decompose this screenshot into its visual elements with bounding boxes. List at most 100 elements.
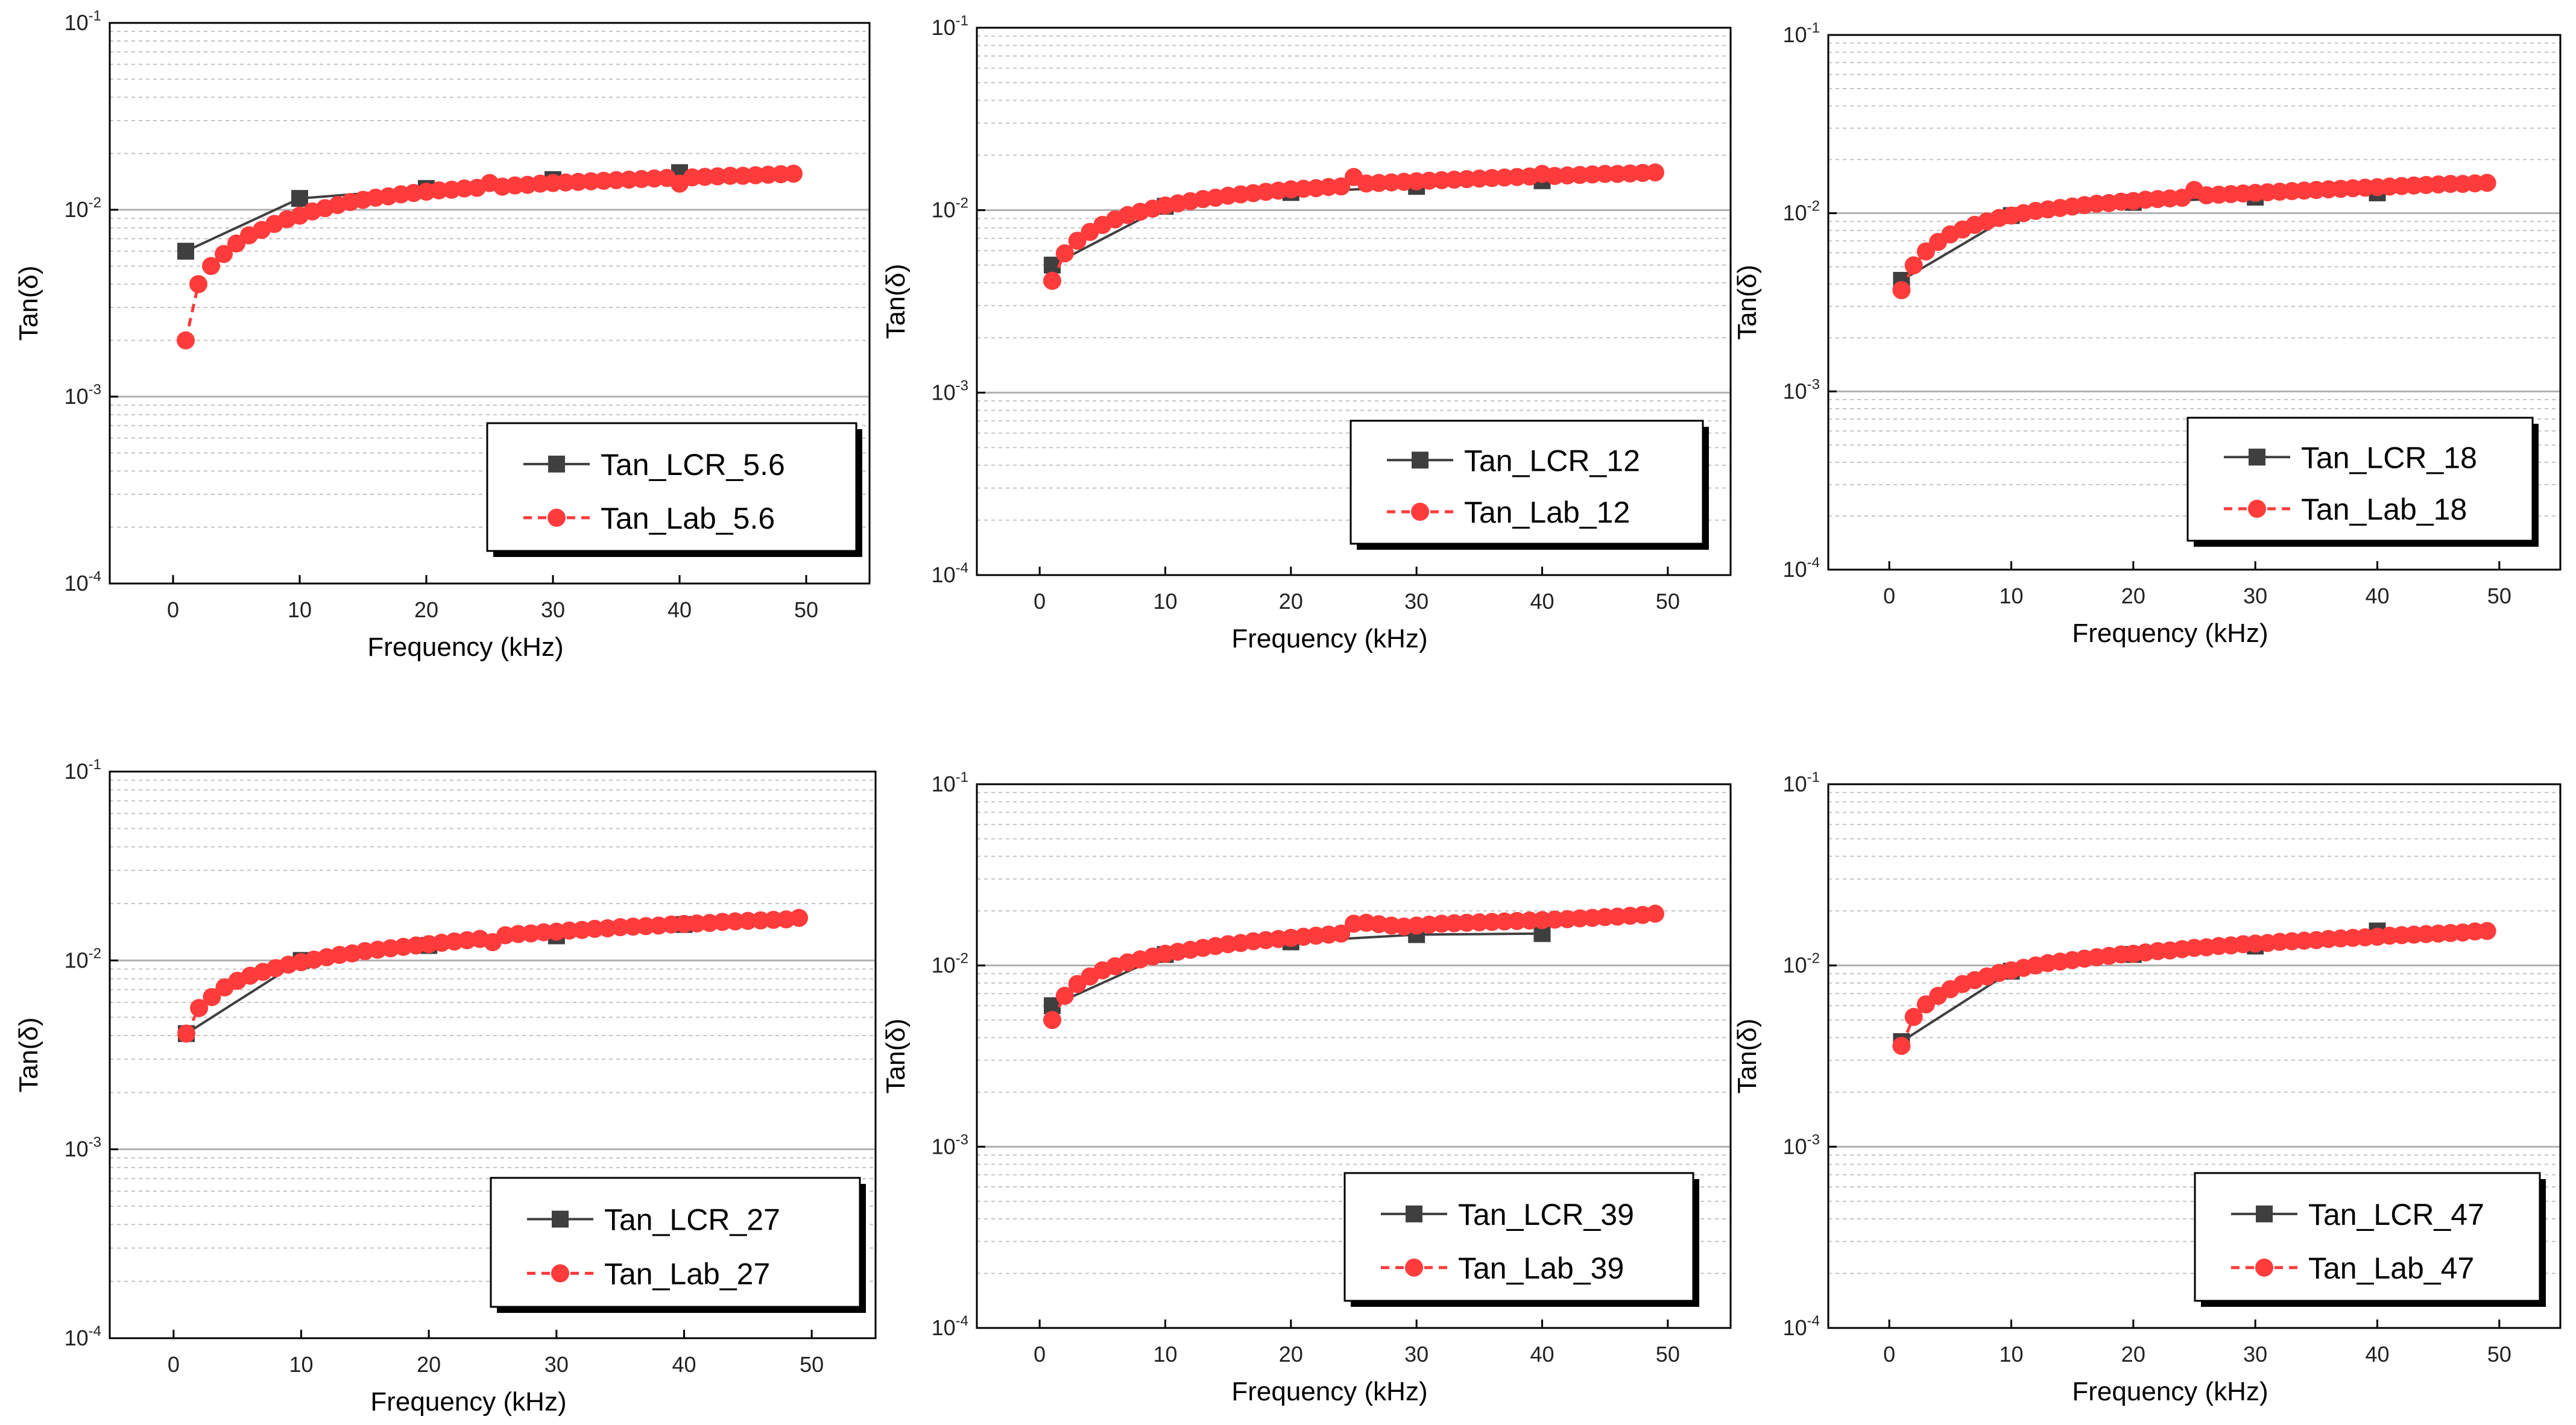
point-lab bbox=[1332, 924, 1351, 943]
legend-label-lab: Tan_Lab_27 bbox=[604, 1257, 770, 1291]
point-lab bbox=[177, 331, 195, 350]
legend-box bbox=[486, 422, 857, 552]
x-tick-label: 0 bbox=[1034, 589, 1046, 614]
y-tick-exponent: -3 bbox=[89, 1134, 101, 1151]
legend: Tan_LCR_39 Tan_Lab_39 bbox=[1343, 1172, 1699, 1307]
x-tick-label: 10 bbox=[1999, 584, 2023, 608]
y-tick-label: 10-1 bbox=[1783, 20, 1820, 47]
point-lab bbox=[1055, 244, 1074, 263]
point-lab bbox=[726, 912, 745, 931]
y-tick-label: 10-4 bbox=[65, 1323, 101, 1350]
point-lab bbox=[784, 165, 803, 183]
plot-frame bbox=[1827, 34, 2562, 571]
x-tick-label: 40 bbox=[672, 1352, 696, 1377]
y-tick-base: 10 bbox=[932, 380, 956, 404]
y-tick-base: 10 bbox=[65, 571, 89, 596]
y-tick-base: 10 bbox=[65, 10, 89, 35]
x-tick-label: 50 bbox=[1656, 1342, 1680, 1367]
x-tick-label: 0 bbox=[1883, 1342, 1895, 1367]
plot-frame bbox=[109, 770, 877, 1339]
y-tick-label: 10-1 bbox=[932, 13, 968, 40]
legend: Tan_LCR_12 Tan_Lab_12 bbox=[1350, 420, 1709, 550]
legend-label-lab: Tan_Lab_47 bbox=[2308, 1251, 2474, 1285]
x-axis-label: Frequency (kHz) bbox=[367, 632, 563, 662]
y-tick-exponent: -1 bbox=[89, 757, 101, 773]
legend: Tan_LCR_5.6 Tan_Lab_5.6 bbox=[486, 422, 862, 557]
x-tick-label: 10 bbox=[1999, 1342, 2023, 1367]
legend-marker-lab bbox=[1405, 1258, 1423, 1277]
y-tick-label: 10-4 bbox=[1783, 555, 1820, 582]
point-lab bbox=[1904, 256, 1923, 275]
y-tick-base: 10 bbox=[932, 1134, 956, 1159]
y-tick-exponent: -2 bbox=[956, 195, 968, 212]
y-tick-label: 10-4 bbox=[932, 560, 968, 587]
y-tick-exponent: -4 bbox=[1807, 555, 1820, 571]
point-lab bbox=[189, 275, 207, 294]
y-tick-base: 10 bbox=[1783, 22, 1807, 47]
x-tick-label: 20 bbox=[2121, 1342, 2145, 1367]
point-lab bbox=[1332, 177, 1351, 196]
point-lab bbox=[1055, 987, 1074, 1005]
point-lab bbox=[1646, 163, 1664, 182]
x-tick-label: 40 bbox=[668, 597, 692, 622]
point-lab bbox=[607, 171, 625, 189]
y-tick-base: 10 bbox=[1783, 953, 1807, 978]
legend-label-lab: Tan_Lab_5.6 bbox=[601, 502, 775, 535]
y-tick-label: 10-1 bbox=[932, 769, 968, 796]
legend: Tan_LCR_18 Tan_Lab_18 bbox=[2186, 417, 2539, 547]
y-tick-label: 10-4 bbox=[65, 568, 101, 596]
x-tick-label: 20 bbox=[1279, 589, 1303, 614]
y-tick-base: 10 bbox=[65, 1137, 89, 1162]
y-tick-label: 10-3 bbox=[1783, 376, 1820, 403]
y-tick-exponent: -4 bbox=[956, 560, 968, 576]
x-tick-label: 10 bbox=[1153, 589, 1177, 614]
point-lab bbox=[177, 1024, 195, 1043]
point-lab bbox=[1646, 904, 1664, 923]
point-lab bbox=[215, 245, 233, 263]
x-axis-label: Frequency (kHz) bbox=[1231, 1377, 1427, 1406]
y-tick-exponent: -4 bbox=[956, 1313, 968, 1329]
y-tick-base: 10 bbox=[65, 384, 89, 409]
y-tick-base: 10 bbox=[1783, 201, 1807, 225]
x-tick-label: 40 bbox=[1530, 589, 1554, 614]
legend-marker-lcr bbox=[548, 455, 565, 473]
y-tick-exponent: -4 bbox=[89, 1323, 101, 1339]
legend-marker-lcr bbox=[1406, 1205, 1422, 1222]
point-lab bbox=[709, 167, 727, 186]
legend-box bbox=[1350, 420, 1704, 545]
x-tick-label: 0 bbox=[1883, 584, 1895, 608]
legend-marker-lcr bbox=[1412, 451, 1428, 469]
legend-marker-lab bbox=[548, 508, 566, 527]
point-lab bbox=[790, 908, 808, 927]
point-lab bbox=[739, 911, 757, 930]
x-tick-label: 30 bbox=[1404, 1342, 1428, 1367]
point-lcr bbox=[291, 190, 308, 207]
y-tick-base: 10 bbox=[1783, 772, 1807, 796]
y-tick-exponent: -2 bbox=[89, 945, 101, 961]
legend-marker-lcr bbox=[552, 1210, 569, 1228]
point-lab bbox=[560, 921, 578, 940]
y-tick-exponent: -4 bbox=[89, 568, 101, 585]
y-tick-label: 10-2 bbox=[932, 951, 968, 978]
legend-label-lcr: Tan_LCR_27 bbox=[604, 1203, 780, 1236]
y-tick-base: 10 bbox=[932, 953, 956, 978]
x-tick-label: 30 bbox=[2243, 1342, 2267, 1367]
y-tick-base: 10 bbox=[932, 562, 956, 587]
x-tick-label: 40 bbox=[1530, 1342, 1554, 1367]
point-lab bbox=[611, 918, 630, 937]
x-tick-label: 0 bbox=[168, 1352, 180, 1377]
y-tick-label: 10-3 bbox=[932, 1131, 968, 1159]
point-lab bbox=[734, 166, 752, 185]
y-tick-exponent: -1 bbox=[956, 769, 968, 785]
y-tick-label: 10-1 bbox=[65, 757, 101, 784]
point-lab bbox=[772, 165, 790, 183]
plot-frame bbox=[1827, 783, 2562, 1329]
y-tick-exponent: -2 bbox=[1807, 951, 1820, 967]
point-lab bbox=[1068, 231, 1087, 250]
point-lab bbox=[586, 919, 604, 938]
point-lab bbox=[582, 172, 600, 190]
